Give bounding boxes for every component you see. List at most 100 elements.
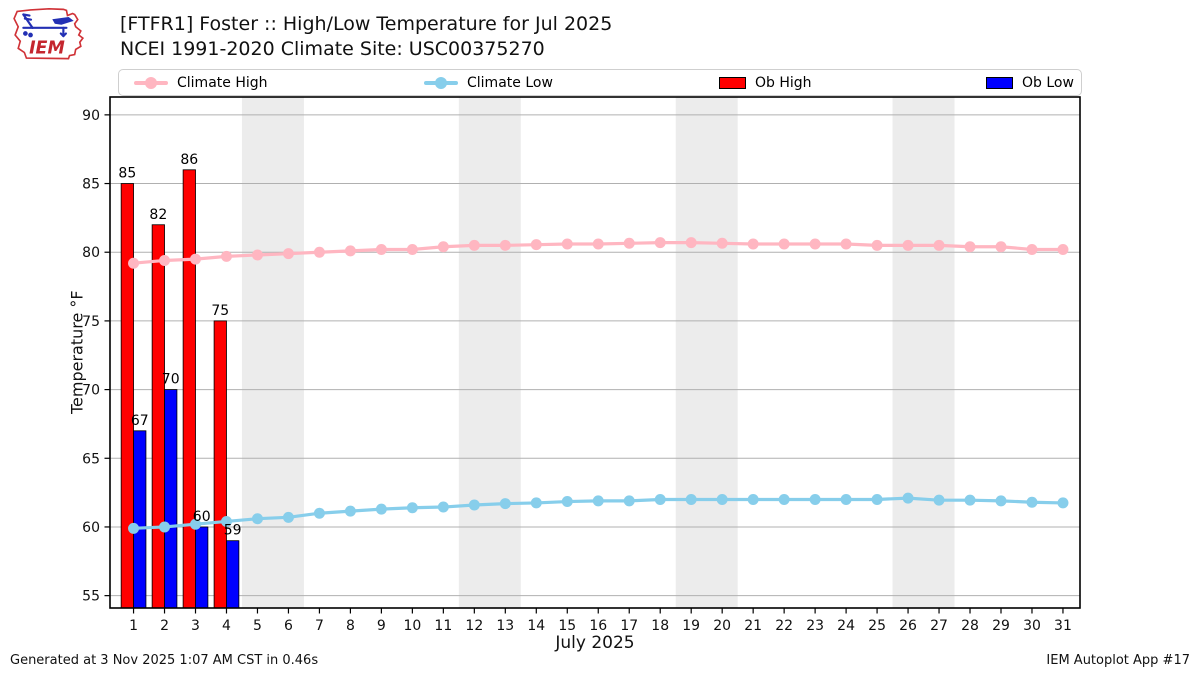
climate-low-marker <box>685 493 697 505</box>
x-tick-label: 21 <box>744 618 762 634</box>
temperature-chart: 85 82 86 75 67 70 60 59 1 2 3 4 5 6 7 8 9 10 11 12 13 14 15 16 1… <box>0 95 1200 655</box>
y-tick-label: 80 <box>82 245 100 261</box>
climate-low-marker <box>933 494 945 506</box>
ob-low-bar <box>164 389 178 609</box>
climate-high-marker <box>995 241 1007 253</box>
climate-high-marker <box>251 249 263 261</box>
climate-high-marker <box>375 243 387 255</box>
x-tick-label: 15 <box>558 618 576 634</box>
x-tick-label: 30 <box>1023 618 1041 634</box>
ob-high-swatch-icon <box>719 76 746 89</box>
plot-frame <box>109 96 1081 609</box>
x-tick-label: 19 <box>682 618 700 634</box>
climate-high-marker <box>871 239 883 251</box>
climate-low-marker <box>282 511 294 523</box>
climate-high-marker <box>809 238 821 250</box>
weather-vane-icon <box>22 13 74 38</box>
x-tick-label: 23 <box>806 618 824 634</box>
iowa-outline-icon <box>13 8 85 60</box>
bar-value-label: 60 <box>193 509 211 525</box>
climate-high-marker <box>282 248 294 260</box>
climate-low-marker <box>964 494 976 506</box>
climate-low-marker <box>871 493 883 505</box>
climate-high-line-icon <box>134 76 168 89</box>
x-tick-label: 28 <box>961 618 979 634</box>
climate-high-marker <box>499 239 511 251</box>
x-tick-label: 7 <box>315 618 324 634</box>
x-tick-label: 26 <box>899 618 917 634</box>
x-tick-label: 27 <box>930 618 948 634</box>
climate-high-marker <box>468 239 480 251</box>
bar-value-label: 59 <box>224 523 242 539</box>
x-tick-label: 12 <box>465 618 483 634</box>
climate-low-marker <box>592 495 604 507</box>
climate-high-marker <box>778 238 790 250</box>
climate-high-marker <box>654 237 666 249</box>
x-tick-label: 11 <box>434 618 452 634</box>
x-tick-label: 10 <box>403 618 421 634</box>
y-tick-label: 60 <box>82 520 100 536</box>
bar-value-label: 86 <box>180 152 198 168</box>
x-tick-label: 13 <box>496 618 514 634</box>
climate-low-marker <box>499 498 511 510</box>
ob-high-bar <box>182 169 196 609</box>
climate-low-marker <box>437 501 449 513</box>
climate-low-line-icon <box>424 76 458 89</box>
x-axis-label: July 2025 <box>555 633 635 653</box>
climate-high-marker <box>964 241 976 253</box>
weekend-band <box>675 97 738 608</box>
climate-high-marker <box>128 257 140 269</box>
x-tick-label: 16 <box>589 618 607 634</box>
climate-high-marker <box>344 245 356 257</box>
y-axis-label: Temperature °F <box>67 290 87 415</box>
climate-low-marker <box>1057 497 1069 509</box>
app-credit: IEM Autoplot App #17 <box>1046 653 1190 668</box>
climate-low-marker <box>840 493 852 505</box>
climate-high-marker <box>933 239 945 251</box>
ob-low-bar <box>195 526 209 609</box>
climate-high-marker <box>747 238 759 250</box>
y-tick-label: 90 <box>82 108 100 124</box>
chart-subtitle: NCEI 1991-2020 Climate Site: USC00375270 <box>120 38 545 60</box>
climate-low-marker <box>654 493 666 505</box>
climate-low-marker <box>1026 496 1038 508</box>
x-tick-label: 9 <box>377 618 386 634</box>
climate-high-marker <box>592 238 604 250</box>
x-tick-label: 17 <box>620 618 638 634</box>
climate-low-marker <box>530 497 542 509</box>
climate-low-marker <box>313 507 325 519</box>
logo-text: IEM <box>29 39 65 59</box>
climate-low-marker <box>375 503 387 515</box>
legend-label: Ob Low <box>1022 74 1074 91</box>
legend-label: Climate High <box>177 74 268 91</box>
x-tick-label: 4 <box>222 618 231 634</box>
ob-high-bar <box>151 224 165 609</box>
y-tick-label: 75 <box>82 314 100 330</box>
climate-low-marker <box>809 493 821 505</box>
y-tick-label: 55 <box>82 589 100 605</box>
bar-value-label: 82 <box>149 207 167 223</box>
bar-value-label: 75 <box>211 303 229 319</box>
climate-low-marker <box>190 518 202 530</box>
iem-logo: IEM <box>13 8 85 60</box>
y-tick-label: 65 <box>82 451 100 467</box>
climate-high-marker <box>840 238 852 250</box>
ob-high-bar <box>213 320 227 609</box>
chart-title-block: [FTFR1] Foster :: High/Low Temperature f… <box>120 12 612 62</box>
legend-label: Climate Low <box>467 74 553 91</box>
ob-low-bar <box>133 430 147 609</box>
climate-high-marker <box>313 246 325 258</box>
climate-low-marker <box>778 493 790 505</box>
climate-low-marker <box>159 521 171 533</box>
x-tick-label: 22 <box>775 618 793 634</box>
climate-high-marker <box>561 238 573 250</box>
climate-high-marker <box>716 237 728 249</box>
bar-value-label: 70 <box>162 372 180 388</box>
legend-item-climate-low: Climate Low <box>424 70 553 95</box>
weekend-band <box>892 97 955 608</box>
climate-low-marker <box>344 505 356 517</box>
climate-low-marker <box>468 499 480 511</box>
chart-title: [FTFR1] Foster :: High/Low Temperature f… <box>120 13 613 35</box>
